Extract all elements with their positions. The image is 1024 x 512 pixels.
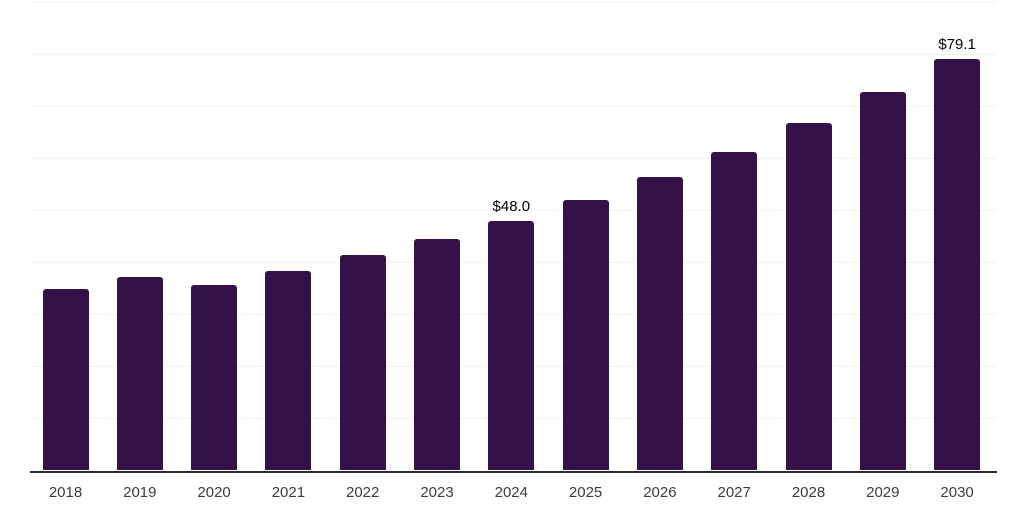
gridline-90 — [30, 2, 997, 3]
x-tick-label-2019: 2019 — [123, 484, 157, 501]
x-axis-line — [30, 470, 997, 473]
bar-2030 — [934, 58, 981, 471]
x-tick-label-2022: 2022 — [346, 484, 380, 501]
gridline-70 — [30, 106, 997, 108]
x-tick-label-2029: 2029 — [866, 484, 900, 501]
bar-2024 — [488, 220, 535, 471]
gridline-50 — [30, 210, 997, 212]
bar-2021 — [265, 270, 312, 471]
x-tick-label-2021: 2021 — [271, 484, 306, 501]
bar-2022 — [339, 254, 386, 471]
value-label-2030: $79.1 — [938, 35, 976, 53]
bar-2023 — [414, 238, 460, 471]
bar-2020 — [191, 285, 238, 471]
x-tick-label-2030: 2030 — [940, 484, 974, 501]
bar-2025 — [562, 199, 609, 471]
value-label-2024: $48.0 — [492, 197, 531, 215]
bar-2026 — [636, 177, 683, 471]
gridline-80 — [30, 54, 997, 56]
bar-2018 — [42, 288, 89, 471]
x-tick-label-2018: 2018 — [48, 484, 83, 501]
gridline-60 — [30, 158, 997, 160]
x-tick-label-2026: 2026 — [643, 484, 677, 501]
bar-2029 — [859, 92, 906, 471]
x-tick-label-2024: 2024 — [494, 484, 528, 501]
bar-2028 — [785, 123, 832, 471]
x-tick-label-2027: 2027 — [717, 484, 751, 501]
x-tick-label-2020: 2020 — [197, 484, 231, 501]
bar-2027 — [711, 151, 758, 471]
x-tick-label-2023: 2023 — [420, 484, 454, 501]
x-tick-label-2028: 2028 — [791, 484, 826, 501]
x-tick-label-2025: 2025 — [568, 484, 603, 501]
bar-2019 — [116, 276, 163, 471]
